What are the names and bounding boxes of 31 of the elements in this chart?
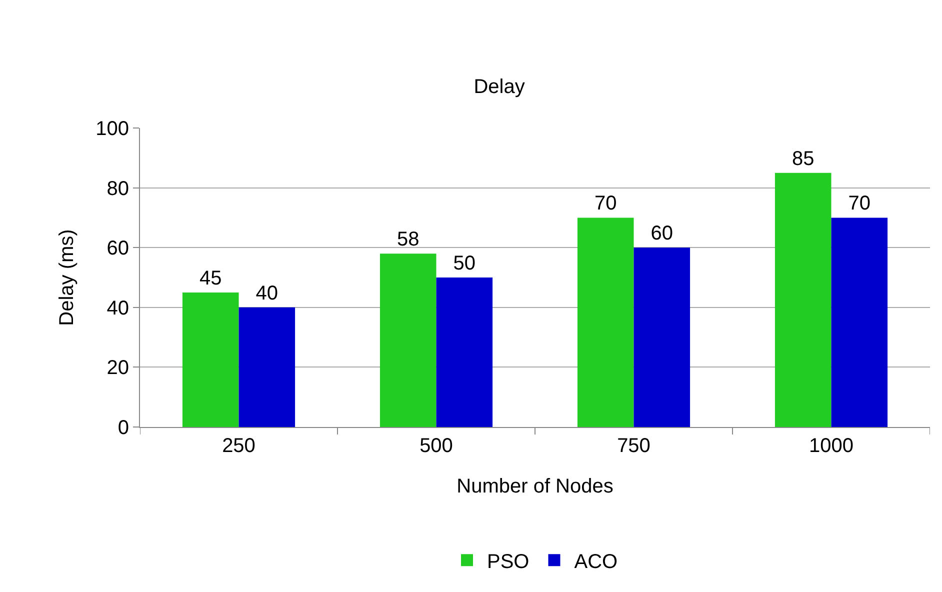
data-label: 70 bbox=[848, 192, 871, 215]
data-label: 45 bbox=[199, 267, 222, 290]
y-tick-label: 80 bbox=[106, 178, 129, 200]
bar bbox=[634, 248, 690, 427]
data-label: 85 bbox=[792, 148, 814, 170]
x-tick-label: 250 bbox=[222, 435, 256, 457]
data-label: 40 bbox=[256, 282, 278, 304]
data-label: 58 bbox=[396, 228, 420, 251]
y-tick-label: 60 bbox=[106, 238, 129, 260]
bar bbox=[831, 218, 888, 427]
legend-label: ACO bbox=[574, 550, 618, 573]
bar bbox=[182, 292, 239, 427]
x-tick-label: 750 bbox=[617, 435, 650, 457]
x-tick-label: 1000 bbox=[809, 435, 854, 457]
x-tick-label: 500 bbox=[420, 435, 453, 457]
data-label: 70 bbox=[594, 192, 617, 215]
data-label: 60 bbox=[650, 222, 674, 245]
bar bbox=[577, 218, 634, 427]
legend-label: PSO bbox=[487, 550, 530, 573]
y-tick-label: 20 bbox=[106, 357, 129, 380]
data-label: 50 bbox=[453, 252, 476, 274]
bar bbox=[774, 172, 832, 427]
y-tick-label: 40 bbox=[106, 297, 129, 320]
bar bbox=[436, 278, 493, 427]
chart-title: Delay bbox=[474, 76, 525, 98]
bar bbox=[380, 254, 436, 427]
x-axis-title: Number of Nodes bbox=[456, 476, 614, 498]
bar bbox=[238, 307, 296, 427]
y-tick-label: 0 bbox=[118, 417, 129, 439]
y-axis-title: Delay (ms) bbox=[56, 229, 78, 326]
y-tick-label: 100 bbox=[96, 118, 129, 140]
